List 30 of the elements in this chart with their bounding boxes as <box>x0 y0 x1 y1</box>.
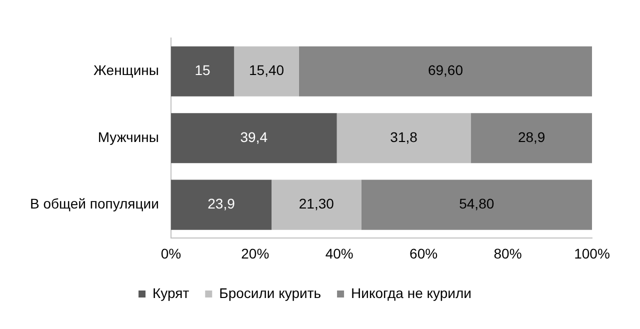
data-label: 21,30 <box>298 196 334 212</box>
bar <box>170 180 272 230</box>
y-tick-label: Женщины <box>94 62 159 78</box>
data-label: 69,60 <box>428 62 464 78</box>
x-tick-label: 80% <box>494 245 522 262</box>
data-label: 23,9 <box>208 196 236 212</box>
y-tick-label: Мужчины <box>98 128 159 145</box>
data-label: 31,8 <box>390 128 418 145</box>
legend-label: Никогда не курили <box>351 284 472 301</box>
y-tick-label: В общей популяции <box>30 196 159 212</box>
bar <box>298 46 592 96</box>
bar <box>272 180 362 230</box>
x-tick-label: 60% <box>410 245 438 262</box>
bar <box>336 113 471 164</box>
x-tick-label: 20% <box>241 245 270 262</box>
bar <box>170 46 234 96</box>
bar <box>234 46 299 96</box>
data-label: 28,9 <box>518 128 546 145</box>
x-tick-label: 100% <box>574 245 610 262</box>
x-tick-label: 0% <box>160 245 182 262</box>
legend-label: Курят <box>152 284 190 301</box>
data-label: 39,4 <box>240 128 268 145</box>
data-label: 15,40 <box>248 62 284 78</box>
bar <box>361 180 592 230</box>
bar <box>470 113 592 164</box>
x-tick-label: 40% <box>325 245 354 262</box>
bar <box>170 113 337 164</box>
data-label: 54,80 <box>459 196 494 212</box>
legend-label: Бросили курить <box>219 284 322 301</box>
data-label: 15 <box>194 62 211 78</box>
